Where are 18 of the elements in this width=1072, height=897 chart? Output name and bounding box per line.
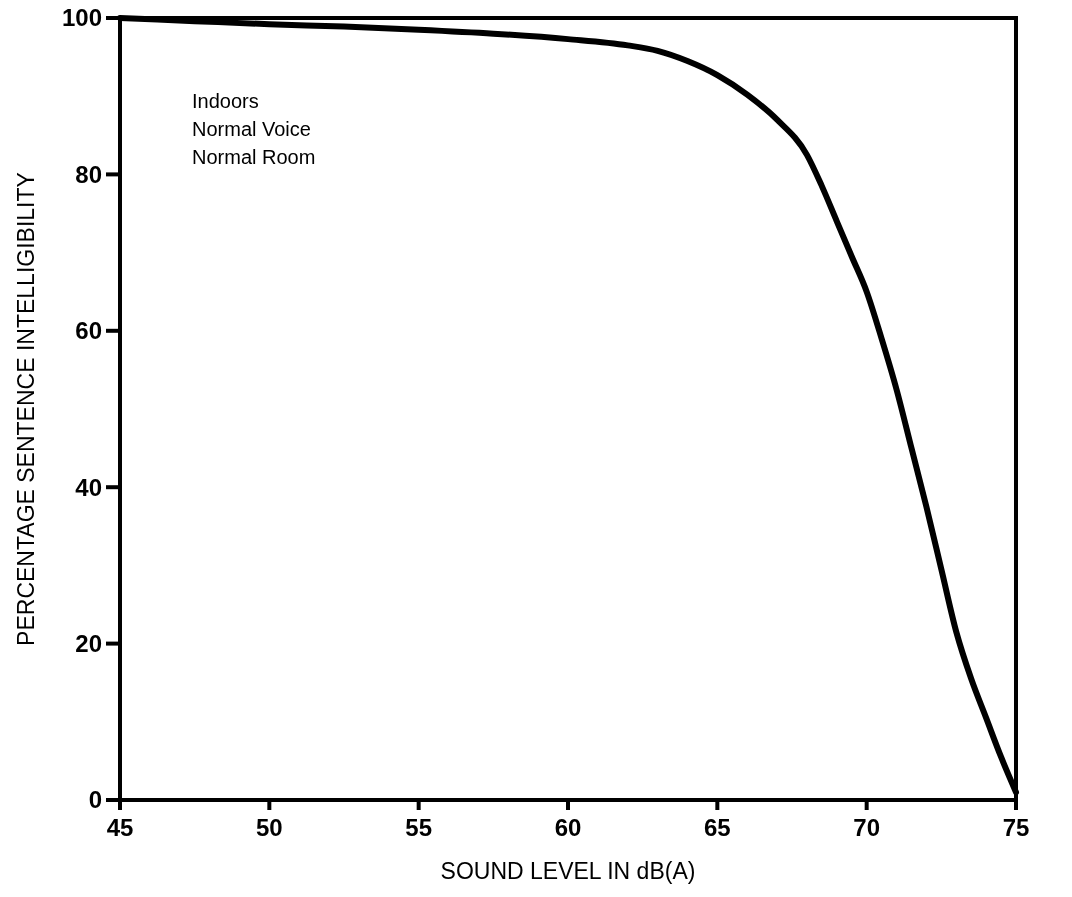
y-tick-label: 0: [88, 786, 102, 814]
annotation: Normal Room: [192, 146, 316, 168]
x-tick-label: 60: [554, 814, 582, 841]
annotation: Normal Voice: [192, 118, 311, 140]
x-tick-label: 55: [405, 814, 433, 841]
x-axis-title: SOUND LEVEL IN dB(A): [440, 858, 696, 884]
x-tick-label: 70: [853, 814, 881, 841]
x-tick-label: 45: [106, 814, 134, 841]
y-axis-title: PERCENTAGE SENTENCE INTELLIGIBILITY: [13, 172, 39, 646]
x-tick-label: 65: [703, 814, 731, 841]
y-tick-label: 20: [75, 630, 102, 657]
y-tick-label: 40: [75, 473, 102, 501]
y-tick-label: 100: [61, 4, 102, 32]
x-tick-label: 50: [255, 814, 283, 841]
annotation: Indoors: [192, 90, 259, 112]
y-tick-label: 60: [75, 317, 102, 345]
x-tick-label: 75: [1002, 814, 1030, 841]
y-tick-label: 80: [75, 160, 102, 188]
